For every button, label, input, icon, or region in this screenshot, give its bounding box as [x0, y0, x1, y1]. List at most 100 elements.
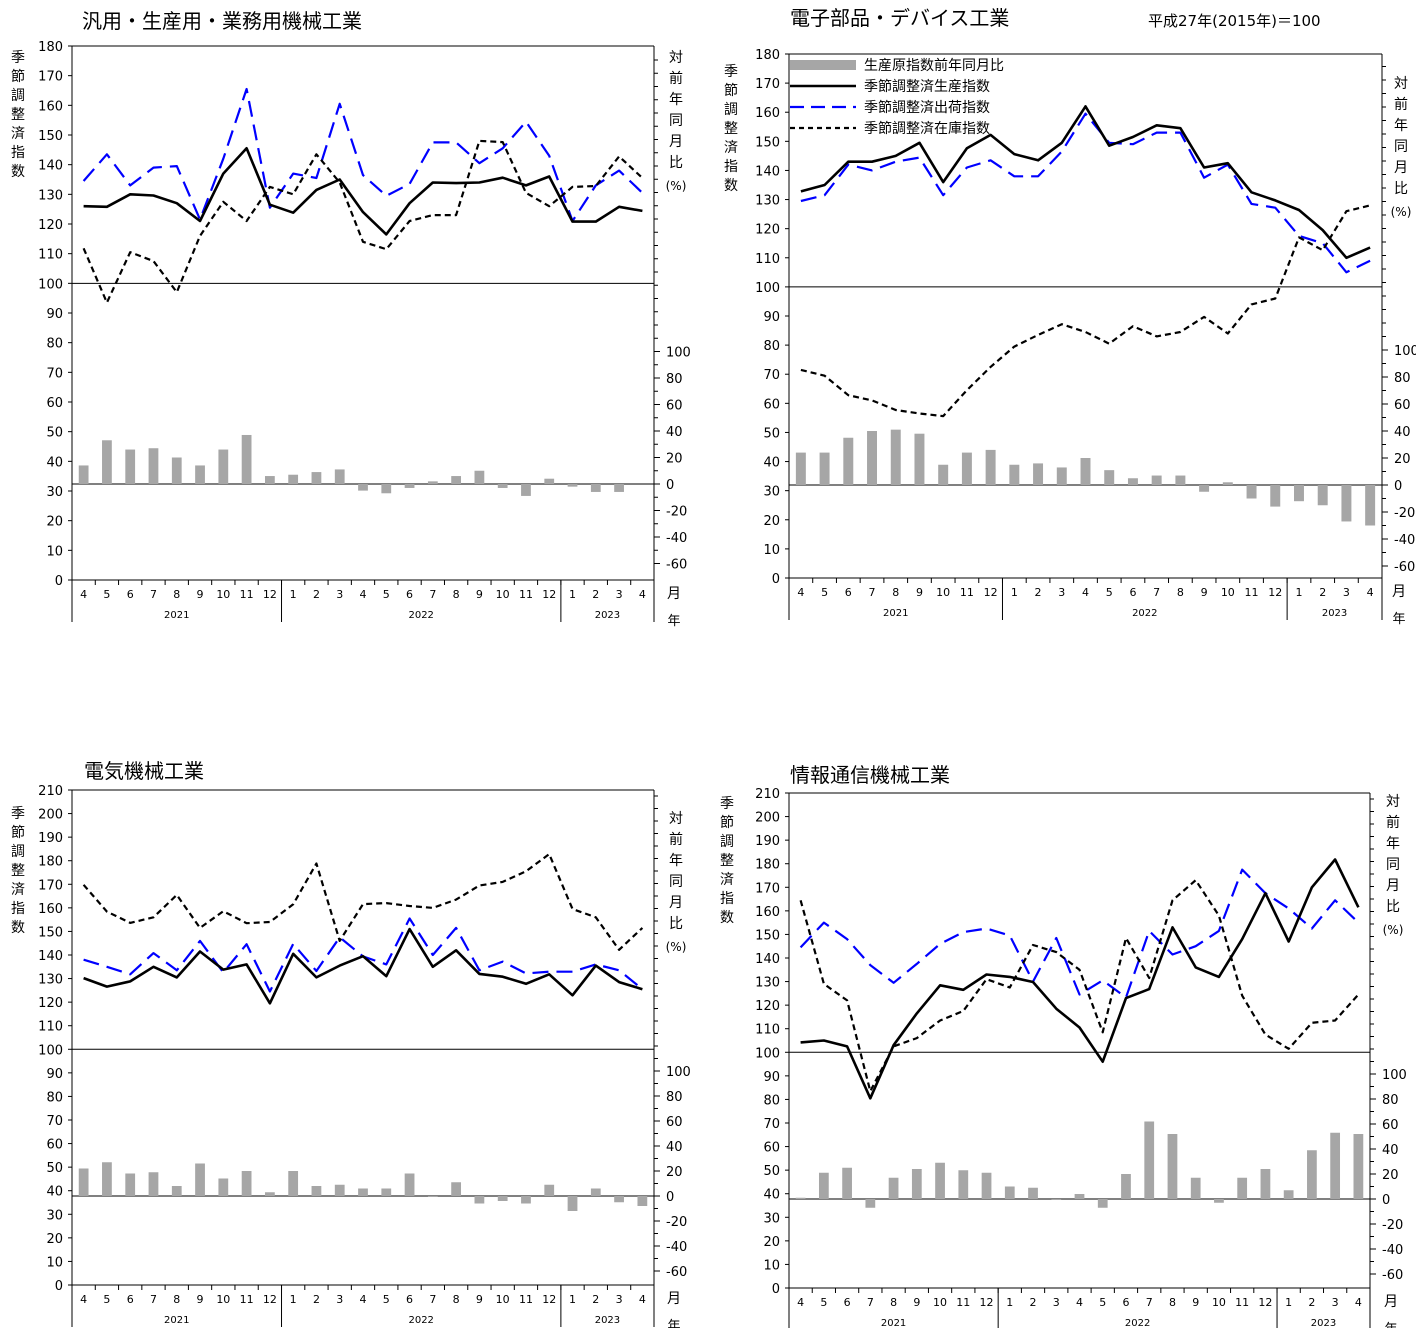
bar-yoy — [334, 1184, 345, 1196]
y2-tick-label: 60 — [666, 399, 683, 414]
x-tick-label: 2 — [313, 1293, 320, 1306]
x-tick-label: 12 — [984, 586, 998, 599]
y2-axis-title-char: 対 — [669, 811, 683, 827]
bar-yoy — [1199, 485, 1210, 492]
x-tick-label: 5 — [103, 588, 110, 601]
y2-axis-title-char: 年 — [669, 853, 683, 869]
bar-yoy — [795, 452, 806, 485]
x-tick-label: 7 — [429, 1293, 436, 1306]
y-tick-label: 10 — [46, 1255, 63, 1270]
y-tick-label: 70 — [763, 368, 780, 383]
bar-yoy — [125, 449, 136, 484]
x-tick-label: 1 — [1006, 1296, 1013, 1309]
y2-tick-label: 20 — [1394, 452, 1411, 467]
bar-yoy — [381, 484, 392, 494]
y2-axis-title-char: 月 — [669, 134, 683, 150]
y2-tick-label: 80 — [1394, 371, 1411, 386]
bar-yoy — [818, 1172, 829, 1199]
y2-axis-title-char: 前 — [669, 831, 683, 848]
x-tick-label: 8 — [890, 1296, 897, 1309]
bar-yoy — [544, 478, 555, 484]
bar-yoy — [148, 1172, 159, 1196]
x-tick-label: 9 — [476, 1293, 483, 1306]
y-tick-label: 140 — [38, 159, 63, 174]
bar-yoy — [1365, 485, 1376, 526]
x-tick-label: 11 — [519, 1293, 533, 1306]
y-tick-label: 40 — [763, 456, 780, 471]
y-tick-label: 20 — [763, 1235, 780, 1250]
bar-yoy — [1104, 470, 1115, 485]
x-tick-label: 7 — [1153, 586, 1160, 599]
y-axis-title-char: 数 — [724, 178, 738, 194]
x-tick-label: 5 — [820, 1296, 827, 1309]
x-tick-label: 6 — [406, 588, 413, 601]
y2-tick-label: 40 — [1382, 1143, 1399, 1158]
x-tick-label: 5 — [383, 588, 390, 601]
bar-yoy — [311, 1186, 322, 1196]
y-axis-title-char: 整 — [720, 853, 734, 869]
y-tick-label: 50 — [763, 426, 780, 441]
bar-yoy — [1307, 1150, 1317, 1199]
y2-tick-label: -40 — [1394, 533, 1415, 548]
x-tick-label: 10 — [496, 1293, 510, 1306]
bar-yoy — [1009, 464, 1020, 485]
x-tick-label: 5 — [1099, 1296, 1106, 1309]
x-tick-label: 9 — [1192, 1296, 1199, 1309]
x-tick-label: 4 — [1076, 1296, 1083, 1309]
x-tick-label: 8 — [892, 586, 899, 599]
bar-yoy — [1341, 485, 1352, 522]
y-tick-label: 60 — [46, 396, 63, 411]
year-label: 2022 — [408, 610, 433, 621]
y2-tick-label: -40 — [666, 1240, 687, 1255]
chart-title: 情報通信機械工業 — [790, 763, 950, 787]
y-axis-title-char: 数 — [720, 910, 734, 926]
bar-yoy — [497, 484, 508, 488]
bar-yoy — [521, 1196, 531, 1204]
y2-axis-title-char: 同 — [1394, 139, 1408, 155]
y-tick-label: 40 — [763, 1188, 780, 1203]
x-tick-label: 8 — [173, 588, 180, 601]
y-tick-label: 150 — [755, 135, 780, 150]
y-tick-label: 80 — [46, 1090, 63, 1105]
y2-tick-label: 40 — [666, 425, 683, 440]
x-tick-label: 3 — [1053, 1296, 1060, 1309]
y-tick-label: 10 — [46, 544, 63, 559]
y2-tick-label: -60 — [1382, 1268, 1403, 1283]
y-axis-title-char: 調 — [724, 102, 738, 118]
line-production — [83, 147, 643, 236]
bar-yoy — [843, 437, 854, 485]
legend-label-inventory: 季節調整済在庫指数 — [864, 120, 990, 137]
y-tick-label: 150 — [38, 129, 63, 144]
x-tick-label: 4 — [80, 1293, 87, 1306]
year-label: 2023 — [595, 1315, 620, 1326]
month-unit-label: 月 — [667, 586, 681, 602]
x-tick-label: 6 — [406, 1293, 413, 1306]
legend-label-bar: 生産原指数前年同月比 — [864, 57, 1004, 74]
y2-tick-label: 100 — [1394, 344, 1416, 359]
x-tick-label: 10 — [933, 1296, 947, 1309]
x-tick-label: 7 — [150, 1293, 157, 1306]
x-tick-label: 6 — [1129, 586, 1136, 599]
y-tick-label: 70 — [763, 1117, 780, 1132]
year-label: 2021 — [883, 608, 908, 619]
y2-axis-title-char: 同 — [669, 874, 683, 890]
y-tick-label: 80 — [46, 337, 63, 352]
x-tick-label: 3 — [1332, 1296, 1339, 1309]
y-tick-label: 40 — [46, 455, 63, 470]
x-tick-label: 2 — [313, 588, 320, 601]
x-tick-label: 3 — [1058, 586, 1065, 599]
x-tick-label: 4 — [360, 1293, 367, 1306]
year-label: 2022 — [1125, 1318, 1150, 1328]
x-tick-label: 8 — [1169, 1296, 1176, 1309]
bar-yoy — [404, 1173, 415, 1196]
bar-yoy — [1214, 1199, 1224, 1203]
month-unit-label: 月 — [1392, 584, 1406, 600]
y2-tick-label: 100 — [666, 1065, 691, 1080]
y2-axis-title-char: 年 — [1394, 118, 1408, 134]
bar-yoy — [567, 484, 578, 487]
bar-yoy — [451, 1182, 462, 1196]
y2-axis-title-char: 月 — [669, 895, 683, 911]
bar-yoy — [241, 434, 252, 484]
